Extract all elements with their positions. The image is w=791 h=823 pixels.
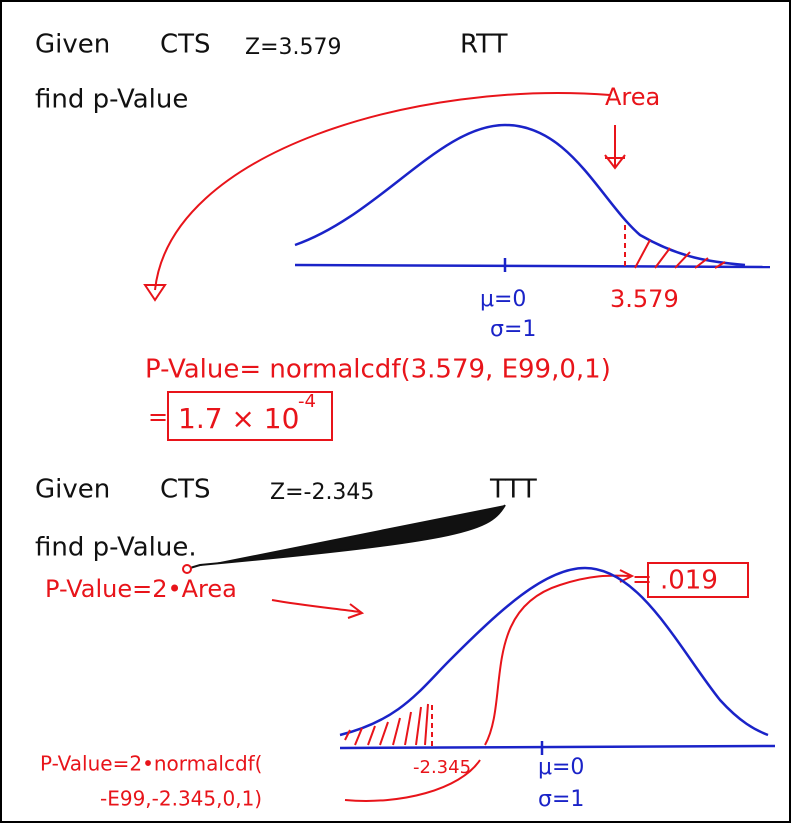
result-prefix: = <box>148 403 168 431</box>
z-value: Z=-2.345 <box>270 480 374 505</box>
relation: P-Value=2•Area <box>45 575 237 603</box>
formula-line: -E99,-2.345,0,1) <box>100 787 262 811</box>
formula-line: P-Value=2•normalcdf( <box>40 752 262 776</box>
whiteboard: Given CTS Z=3.579 RTT find p-Value Area … <box>0 0 791 823</box>
statistic: CTS <box>160 30 211 60</box>
given: Given <box>35 30 110 60</box>
given: Given <box>35 475 110 505</box>
cutoff: 3.579 <box>610 285 679 313</box>
test-type: TTT <box>489 475 537 505</box>
result: .019 <box>660 566 718 596</box>
sd: σ=1 <box>538 787 584 812</box>
sd: σ=1 <box>490 317 536 342</box>
mean: μ=0 <box>480 287 526 312</box>
cutoff: -2.345 <box>413 757 471 778</box>
area-label: Area <box>605 83 660 111</box>
mean: μ=0 <box>538 755 584 780</box>
result-base: 1.7 × 10 <box>178 402 299 435</box>
frame <box>1 1 790 822</box>
result-exponent: -4 <box>298 391 316 412</box>
formula: P-Value= normalcdf(3.579, E99,0,1) <box>145 355 611 385</box>
prompt: find p-Value. <box>35 533 197 563</box>
test-type: RTT <box>460 30 508 60</box>
result-prefix: = <box>632 565 652 593</box>
prompt: find p-Value <box>35 85 188 115</box>
z-value: Z=3.579 <box>245 35 342 60</box>
statistic: CTS <box>160 475 211 505</box>
